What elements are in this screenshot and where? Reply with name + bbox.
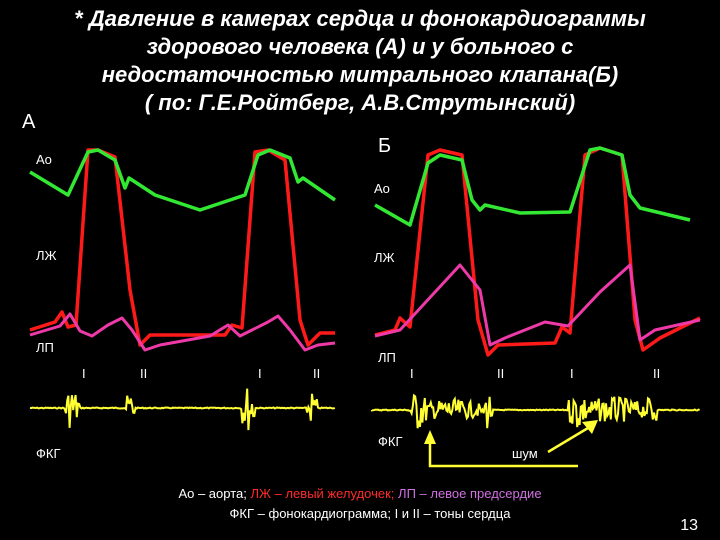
tone-label: I — [258, 366, 262, 381]
legend-line: Ао – аорта; ЛЖ – левый желудочек; ЛП – л… — [178, 486, 541, 501]
tone-label: II — [313, 366, 320, 381]
aorta-label: Ао — [36, 152, 52, 167]
lv-label: ЛЖ — [36, 248, 57, 263]
pcg-trace — [29, 388, 336, 431]
panel-label: Б — [378, 135, 391, 157]
tone-label: I — [82, 366, 86, 381]
legend-line: ФКГ – фонокардиограмма; I и II – тоны се… — [230, 506, 512, 521]
pcg-label: ФКГ — [378, 434, 403, 449]
arrow-head — [424, 430, 436, 444]
aorta-curve — [374, 146, 691, 227]
aorta-curve — [29, 148, 336, 212]
title-line: здорового человека (А) и у больного с — [147, 34, 574, 59]
lv-label: ЛЖ — [374, 250, 395, 265]
pcg-label: ФКГ — [36, 446, 61, 461]
page-number: 13 — [680, 517, 698, 534]
pcg-trace — [371, 393, 700, 429]
legend-item: ЛЖ – левый желудочек; — [250, 486, 394, 501]
tone-label: I — [410, 366, 414, 381]
arrow — [547, 426, 589, 454]
title-line: ( по: Г.Е.Ройтберг, А.В.Струтынский) — [145, 90, 575, 115]
title-line: * Давление в камерах сердца и фонокардио… — [74, 6, 646, 31]
lv-curve — [29, 148, 335, 347]
la-curve — [29, 312, 336, 352]
la-label: ЛП — [378, 350, 396, 365]
tone-label: II — [140, 366, 147, 381]
legend-item: ЛП – левое предсердие — [398, 486, 542, 501]
la-curve — [374, 263, 701, 347]
arrow — [428, 440, 578, 468]
murmur-label: шум — [512, 446, 538, 461]
arrow-head — [582, 420, 598, 434]
tone-label: I — [570, 366, 574, 381]
legend-item: Ао – аорта; — [178, 486, 246, 501]
tone-label: II — [497, 366, 504, 381]
la-label: ЛП — [36, 340, 54, 355]
tone-label: II — [653, 366, 660, 381]
panel-label: А — [22, 111, 36, 133]
aorta-label: Ао — [374, 181, 390, 196]
title-line: недостаточностью митрального клапана(Б) — [102, 62, 619, 87]
